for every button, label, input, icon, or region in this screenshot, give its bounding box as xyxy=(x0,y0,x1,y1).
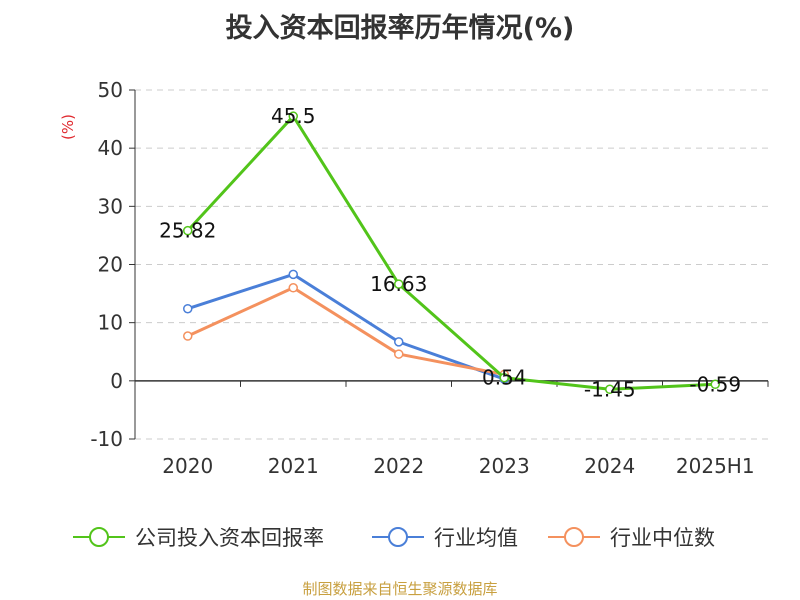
y-tick-label: 40 xyxy=(98,136,123,160)
x-tick-label: 2023 xyxy=(479,454,530,478)
data-point xyxy=(710,379,720,390)
chart-title: 投入资本回报率历年情况(%) xyxy=(225,13,575,44)
data-label: 45.5 xyxy=(271,104,316,128)
legend-marker xyxy=(89,527,109,547)
data-label: -0.59 xyxy=(689,372,741,396)
data-point xyxy=(499,372,509,383)
y-tick-label: 0 xyxy=(110,369,123,393)
data-point xyxy=(183,225,193,236)
source-note: 制图数据来自恒生聚源数据库 xyxy=(302,580,498,598)
data-point xyxy=(288,111,298,121)
data-label: 0.54 xyxy=(482,366,527,390)
data-label: -1.45 xyxy=(584,377,636,401)
y-tick-label: 20 xyxy=(98,253,123,277)
x-tick-label: 2021 xyxy=(268,454,319,478)
x-tick-label: 2020 xyxy=(162,454,213,478)
data-label: 16.63 xyxy=(370,272,427,296)
data-point xyxy=(288,283,298,293)
data-point xyxy=(605,384,615,395)
data-point xyxy=(288,269,298,280)
data-label: 25.82 xyxy=(159,219,216,243)
data-point xyxy=(394,349,404,359)
legend-label: 行业中位数 xyxy=(610,526,715,550)
legend-label: 公司投入资本回报率 xyxy=(135,526,324,550)
x-tick-label: 2022 xyxy=(373,454,424,478)
data-point xyxy=(394,337,404,347)
series-line xyxy=(187,286,505,376)
legend-label: 行业均值 xyxy=(434,526,518,550)
x-tick-label: 2025H1 xyxy=(676,454,755,478)
data-point xyxy=(394,279,404,289)
legend-marker xyxy=(388,527,408,547)
data-point xyxy=(183,303,193,314)
legend-marker xyxy=(564,527,584,547)
y-tick-label: 50 xyxy=(98,78,123,102)
y-tick-label: 10 xyxy=(98,311,123,335)
series-line xyxy=(186,114,716,391)
data-point xyxy=(183,331,193,341)
y-tick-label: 30 xyxy=(98,194,123,218)
series-line xyxy=(187,272,505,381)
y-tick-label: -10 xyxy=(90,427,123,451)
x-tick-label: 2024 xyxy=(584,454,635,478)
